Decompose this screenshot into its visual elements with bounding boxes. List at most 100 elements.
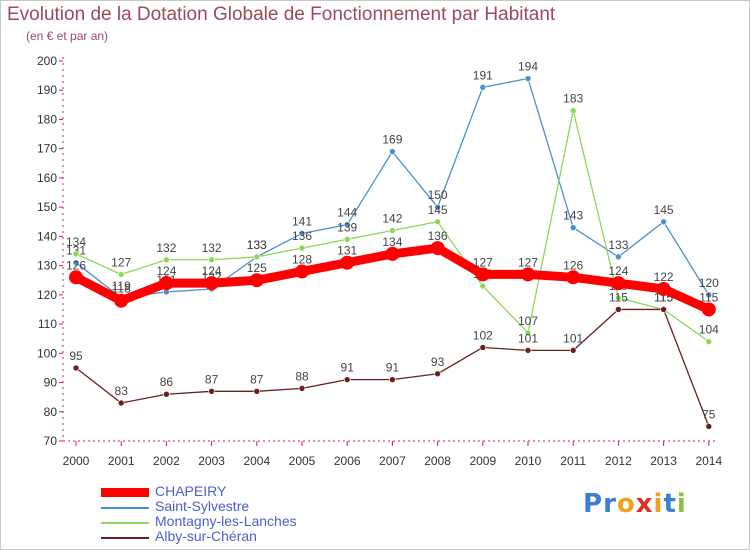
y-tick-label: 70 — [44, 434, 58, 448]
data-label: 91 — [341, 361, 355, 375]
data-label: 145 — [654, 203, 674, 217]
legend-swatch — [101, 488, 149, 497]
data-point — [117, 271, 125, 278]
data-point — [566, 270, 581, 285]
data-label: 115 — [609, 290, 628, 304]
legend-swatch — [101, 522, 149, 524]
data-point — [475, 267, 490, 282]
y-tick-label: 140 — [37, 229, 57, 243]
legend-item: Saint-Sylvestre — [101, 498, 361, 515]
data-label: 131 — [337, 244, 357, 258]
x-tick-label: 2010 — [515, 454, 542, 468]
data-label: 127 — [473, 255, 493, 269]
data-point — [295, 264, 309, 279]
data-point — [524, 75, 532, 82]
legend-label: Saint-Sylvestre — [155, 498, 250, 514]
data-point — [524, 347, 532, 354]
x-tick-label: 2006 — [334, 454, 361, 468]
logo-letter: t — [663, 489, 677, 519]
data-point — [611, 276, 626, 291]
x-tick-label: 2014 — [695, 454, 722, 468]
data-point — [72, 364, 80, 372]
data-point — [615, 253, 622, 261]
y-tick-label: 150 — [37, 200, 57, 214]
data-label: 145 — [428, 203, 448, 217]
data-label: 126 — [563, 258, 583, 272]
data-point — [72, 259, 80, 266]
y-tick-label: 80 — [44, 405, 58, 419]
data-label: 124 — [608, 264, 628, 278]
data-point — [524, 329, 532, 337]
chart-title: Evolution de la Dotation Globale de Fonc… — [7, 4, 556, 25]
series-chapeiry: 126 118 124 124 125 128 131 134 136 127 127 126 124 1… — [66, 229, 719, 317]
data-label: 107 — [518, 314, 538, 328]
data-label: 87 — [250, 372, 264, 386]
data-point — [69, 270, 83, 285]
data-label: 136 — [428, 229, 448, 243]
data-point — [615, 294, 622, 302]
data-point — [430, 241, 445, 256]
data-label: 133 — [608, 238, 628, 252]
data-point — [298, 244, 306, 252]
data-label: 101 — [563, 331, 583, 345]
data-label: 124 — [202, 264, 222, 278]
data-label: 126 — [66, 258, 86, 272]
y-tick-label: 110 — [38, 317, 57, 331]
legend-item: Alby-sur-Chéran — [101, 528, 361, 545]
x-tick-label: 2009 — [469, 454, 496, 468]
data-label: 122 — [654, 270, 674, 284]
logo-letter: o — [616, 489, 636, 519]
chart-subtitle: (en € et par an) — [26, 29, 109, 43]
data-point — [385, 246, 400, 261]
data-label: 128 — [292, 252, 312, 266]
logo-letter: P — [583, 489, 604, 519]
y-tick-label: 170 — [37, 142, 57, 156]
logo-letter: i — [676, 489, 687, 519]
data-point — [479, 282, 487, 290]
line-chart: 7080901001101201301401501601701801902002… — [37, 54, 723, 468]
data-point — [521, 267, 535, 282]
x-tick-label: 2012 — [605, 454, 632, 468]
data-point — [656, 282, 671, 296]
data-point — [249, 273, 264, 288]
logo-letter: r — [603, 489, 617, 519]
data-label: 86 — [160, 375, 174, 389]
data-point — [660, 306, 667, 313]
data-point — [253, 253, 261, 261]
data-label: 139 — [337, 220, 357, 234]
legend-item: Montagny-les-Lanches — [101, 513, 361, 530]
data-point — [114, 293, 129, 308]
data-point — [701, 302, 716, 317]
data-label: 134 — [66, 235, 86, 249]
series-alby-sur-cheran: 95 83 86 87 87 88 91 91 93 102 101 101 115 115 75 — [69, 290, 716, 430]
data-point — [298, 230, 306, 237]
data-point — [705, 423, 713, 430]
data-point — [434, 370, 441, 378]
data-point — [389, 148, 396, 155]
data-label: 136 — [292, 229, 312, 243]
data-point — [117, 399, 125, 407]
data-label: 88 — [295, 369, 309, 383]
data-point — [389, 227, 396, 234]
data-label: 191 — [473, 68, 493, 82]
data-label: 87 — [205, 372, 219, 386]
data-point — [479, 344, 487, 351]
legend-item: CHAPEIRY — [101, 483, 361, 500]
data-point — [389, 376, 396, 383]
x-tick-label: 2004 — [243, 454, 270, 468]
data-label: 119 — [112, 279, 131, 293]
x-tick-label: 2005 — [289, 454, 316, 468]
data-label: 75 — [702, 407, 716, 421]
logo-letter: x — [635, 489, 654, 519]
data-label: 91 — [386, 361, 400, 375]
data-label: 134 — [382, 235, 402, 249]
x-tick-label: 2007 — [379, 454, 406, 468]
data-point — [343, 376, 351, 383]
data-point — [569, 347, 577, 354]
data-point — [253, 388, 261, 395]
series-montagny-les-lanches: 1341271321321331361391421451231071831191… — [66, 92, 719, 345]
data-point — [479, 84, 487, 91]
data-point — [298, 385, 306, 392]
y-tick-label: 160 — [37, 171, 57, 185]
